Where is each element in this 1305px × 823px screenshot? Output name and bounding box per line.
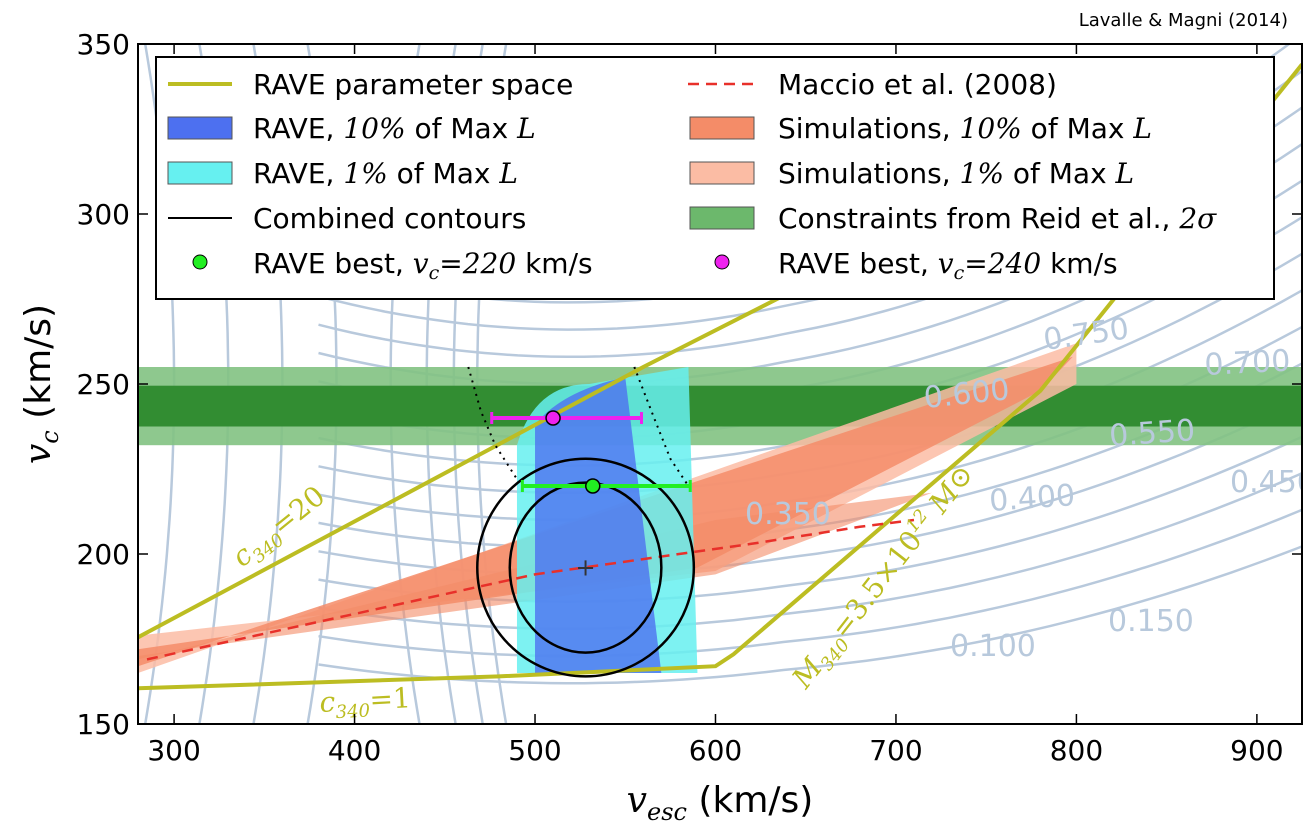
legend-marker-best240 [714,254,730,270]
contour-label: 0.750 [1041,311,1131,358]
contour-label: 0.100 [950,629,1036,664]
contour-label: 0.350 [745,497,831,532]
legend-label-best240: RAVE best, vc=240 km/s [778,247,1118,284]
rave-regions [516,367,698,673]
x-tick-label: 500 [508,734,561,767]
maccio-relation [146,518,915,661]
combined-contour-inner [508,481,663,654]
legend-label-maccio: Maccio et al. (2008) [778,68,1057,101]
y-tick-label: 200 [77,538,130,571]
x-tick-label: 600 [689,734,742,767]
legend-label-best220: RAVE best, vc=220 km/s [253,247,593,284]
best240-marker [545,410,561,426]
x-tick-label: 900 [1230,734,1283,767]
legend-label-combined: Combined contours [253,202,526,235]
x-tick-label: 400 [328,734,381,767]
legend-swatch-sim10 [689,116,755,140]
legend: RAVE parameter space Maccio et al. (2008… [155,56,1275,300]
contour-label: 0.450 [1230,465,1305,500]
y-axis-ticks: 150 200 250 300 350 [77,28,1302,741]
contour-label: 0.550 [1108,413,1196,454]
legend-swatch-rave10 [167,116,233,140]
contour-label: 0.150 [1108,604,1194,639]
contour-label: 0.700 [1204,344,1292,383]
y-axis-label: vc (km/s) [18,304,64,464]
x-tick-label: 300 [147,734,200,767]
combined-contour-outer [476,457,696,678]
legend-label-rave1: RAVE, 1% of Max L [253,157,518,190]
dotted-constraint-left [467,366,518,480]
y-tick-label: 150 [77,708,130,741]
x-axis-ticks: 300 400 500 600 700 800 900 [147,44,1284,767]
contour-line [318,471,1302,631]
legend-label-sim1: Simulations, 1% of Max L [778,157,1134,190]
legend-marker-best220 [192,254,208,270]
credit-text: Lavalle & Magni (2014) [1079,10,1288,31]
reid-band-inner [138,385,1302,427]
contour-line [318,545,1302,685]
annotation-c340-1: c340=1 [319,681,412,724]
x-tick-label: 800 [1050,734,1103,767]
rave10-region [535,377,662,673]
x-axis-label: vesc (km/s) [627,780,814,823]
contour-line [318,508,1302,658]
contour-labels: 0.7500.7000.6000.5500.4500.4000.3500.150… [745,311,1305,664]
contour-label: 0.400 [988,478,1076,519]
combined-best-cross: + [575,554,595,582]
legend-label-rave10: RAVE, 10% of Max L [253,112,536,145]
legend-label-sim10: Simulations, 10% of Max L [778,112,1152,145]
legend-label-rave-space: RAVE parameter space [253,68,573,101]
x-tick-label: 700 [869,734,922,767]
legend-swatch-reid [689,206,755,230]
reid-bands [138,367,1302,446]
legend-swatch-sim1 [689,161,755,185]
best220-marker [585,478,601,494]
legend-label-reid: Constraints from Reid et al., 2σ [778,202,1217,235]
rave-space-lower-boundary [138,63,1302,691]
legend-swatch-rave1 [167,161,233,185]
y-tick-label: 250 [77,368,130,401]
y-tick-label: 350 [77,28,130,61]
best-fit-points [490,410,692,494]
y-tick-label: 300 [77,198,130,231]
